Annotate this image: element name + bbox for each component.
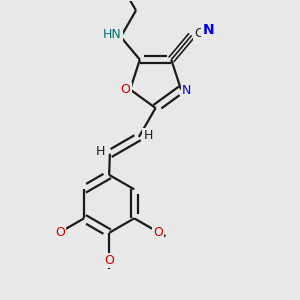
Text: O: O: [121, 83, 130, 96]
Text: O: O: [104, 254, 114, 267]
Text: O: O: [153, 226, 163, 239]
Text: O: O: [55, 226, 65, 239]
Text: HN: HN: [103, 28, 122, 41]
Text: N: N: [202, 23, 214, 37]
Text: H: H: [96, 145, 105, 158]
Text: H: H: [143, 129, 153, 142]
Text: C: C: [194, 27, 203, 40]
Text: N: N: [182, 84, 191, 97]
